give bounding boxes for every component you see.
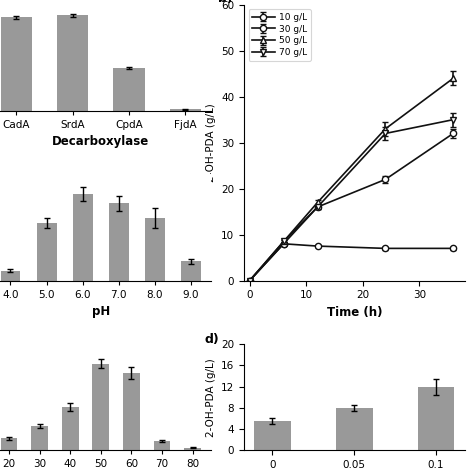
Bar xyxy=(184,448,201,450)
Bar xyxy=(418,387,455,450)
Bar xyxy=(123,373,140,450)
Y-axis label: 2-OH-PDA (g/L): 2-OH-PDA (g/L) xyxy=(206,358,216,437)
Bar xyxy=(109,203,129,281)
Bar xyxy=(113,68,145,111)
Bar xyxy=(73,194,92,281)
Bar xyxy=(92,364,109,450)
Bar xyxy=(145,218,165,281)
Bar xyxy=(31,426,48,450)
Bar xyxy=(36,223,56,281)
Bar xyxy=(170,109,201,111)
X-axis label: Decarboxylase: Decarboxylase xyxy=(52,136,149,148)
X-axis label: pH: pH xyxy=(91,305,110,318)
Legend: 10 g/L, 30 g/L, 50 g/L, 70 g/L: 10 g/L, 30 g/L, 50 g/L, 70 g/L xyxy=(248,9,311,61)
Bar xyxy=(0,271,20,281)
Bar xyxy=(181,261,201,281)
Y-axis label: 2-OH-PDA (g/L): 2-OH-PDA (g/L) xyxy=(206,103,216,182)
Bar xyxy=(154,441,170,450)
Bar xyxy=(57,15,88,111)
Bar xyxy=(62,407,79,450)
X-axis label: Time (h): Time (h) xyxy=(327,306,382,319)
Bar xyxy=(0,438,18,450)
Bar xyxy=(336,408,373,450)
Text: b): b) xyxy=(218,0,232,5)
Bar xyxy=(254,421,291,450)
Bar xyxy=(0,18,32,111)
Text: d): d) xyxy=(204,333,219,346)
